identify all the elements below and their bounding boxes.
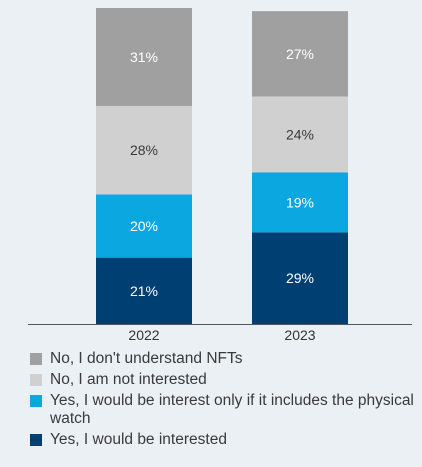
bar-segment — [96, 105, 192, 195]
data-label: 27% — [286, 46, 314, 62]
bar-segment — [252, 11, 348, 97]
legend-label: No, I am not interested — [50, 371, 207, 388]
bar-segment — [252, 232, 348, 324]
bar-segment — [252, 172, 348, 233]
legend-swatch — [30, 374, 42, 386]
bar-segment — [96, 8, 192, 106]
legend-label: No, I don't understand NFTs — [50, 350, 243, 367]
data-label: 24% — [286, 126, 314, 142]
legend-label: Yes, I would be interested — [50, 431, 227, 448]
legend-item: No, I don't understand NFTs — [30, 350, 415, 368]
data-label: 19% — [286, 194, 314, 210]
legend-label: Yes, I would be interest only if it incl… — [50, 392, 414, 427]
bar-segment — [252, 96, 348, 173]
legend-item: Yes, I would be interested — [30, 431, 415, 449]
data-label: 21% — [130, 283, 158, 299]
legend-swatch — [30, 395, 42, 407]
data-label: 28% — [130, 142, 158, 158]
data-label: 29% — [286, 270, 314, 286]
bar-segment — [96, 257, 192, 324]
legend-item: Yes, I would be interest only if it incl… — [30, 392, 415, 428]
bar-segment — [96, 194, 192, 258]
legend-swatch — [30, 353, 42, 365]
x-tick-label: 2022 — [128, 327, 159, 343]
chart-legend: No, I don't understand NFTs No, I am not … — [30, 350, 415, 452]
data-label: 31% — [130, 49, 158, 65]
data-label: 20% — [130, 218, 158, 234]
legend-swatch — [30, 434, 42, 446]
legend-item: No, I am not interested — [30, 371, 415, 389]
x-tick-label: 2023 — [284, 327, 315, 343]
